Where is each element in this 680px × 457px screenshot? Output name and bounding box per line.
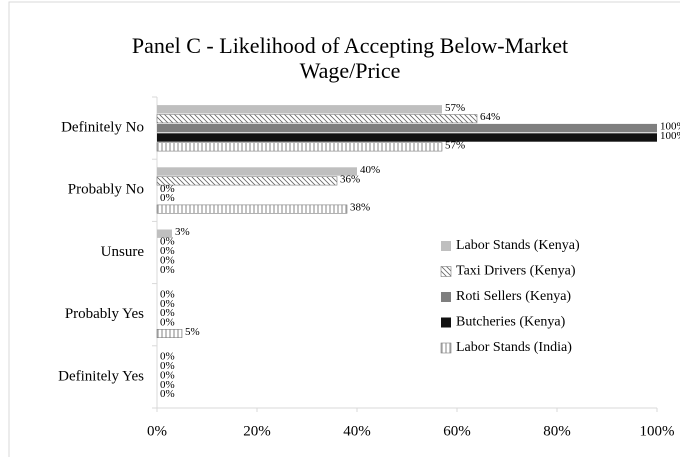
- x-tick-label: 100%: [640, 423, 675, 439]
- legend-label: Taxi Drivers (Kenya): [456, 264, 576, 279]
- x-tick-label: 20%: [243, 423, 271, 439]
- value-label: 57%: [445, 102, 465, 114]
- value-label: 0%: [160, 379, 175, 391]
- legend-swatch: [440, 266, 452, 277]
- bar: [156, 114, 478, 124]
- chart-title: Panel C - Likelihood of Accepting Below-…: [132, 33, 568, 58]
- value-label: 0%: [160, 236, 175, 248]
- legend-label: Butcheries (Kenya): [456, 315, 566, 330]
- bar: [156, 204, 348, 214]
- value-label: 40%: [360, 164, 380, 176]
- bar: [156, 176, 338, 186]
- bar: [157, 229, 172, 238]
- bar: [157, 105, 442, 114]
- y-tick-label: Probably No: [68, 182, 144, 198]
- legend-label: Labor Stands (Kenya): [456, 238, 580, 253]
- bar: [157, 123, 657, 133]
- legend-label: Labor Stands (India): [456, 340, 572, 355]
- value-label: 0%: [160, 192, 175, 204]
- value-label: 0%: [160, 307, 175, 319]
- value-label: 0%: [160, 298, 175, 310]
- value-label: 36%: [340, 173, 360, 185]
- bar: [157, 167, 357, 176]
- value-label: 100%: [660, 121, 680, 133]
- bar: [156, 328, 183, 338]
- legend-swatch: [441, 241, 451, 251]
- value-label: 38%: [350, 202, 370, 214]
- x-tick-label: 60%: [443, 423, 471, 439]
- value-label: 0%: [160, 245, 175, 257]
- value-label: 0%: [160, 351, 175, 363]
- chart-frame: [8, 1, 680, 457]
- value-label: 0%: [160, 388, 175, 400]
- legend-swatch: [441, 292, 451, 302]
- value-label: 5%: [185, 326, 200, 338]
- value-label: 0%: [160, 317, 175, 329]
- value-label: 0%: [160, 360, 175, 372]
- legend-swatch: [440, 342, 452, 354]
- legend-label: Roti Sellers (Kenya): [456, 289, 571, 304]
- x-tick-label: 40%: [343, 423, 371, 439]
- y-tick-label: Definitely Yes: [58, 368, 144, 384]
- value-label: 64%: [480, 111, 500, 123]
- value-label: 0%: [160, 183, 175, 195]
- x-tick-label: 80%: [543, 423, 571, 439]
- value-label: 3%: [175, 226, 190, 238]
- value-label: 0%: [160, 288, 175, 300]
- legend-swatch: [441, 317, 451, 328]
- chart-title: Wage/Price: [300, 58, 401, 83]
- value-label: 57%: [445, 139, 465, 151]
- y-tick-label: Probably Yes: [65, 306, 144, 322]
- value-label: 0%: [160, 369, 175, 381]
- bar: [156, 142, 443, 152]
- x-tick-label: 0%: [147, 423, 167, 439]
- y-tick-label: Unsure: [101, 244, 145, 260]
- value-label: 0%: [160, 254, 175, 266]
- y-tick-label: Definitely No: [61, 120, 144, 136]
- bar: [157, 133, 657, 142]
- value-label: 0%: [160, 264, 175, 276]
- value-label: 100%: [660, 130, 680, 142]
